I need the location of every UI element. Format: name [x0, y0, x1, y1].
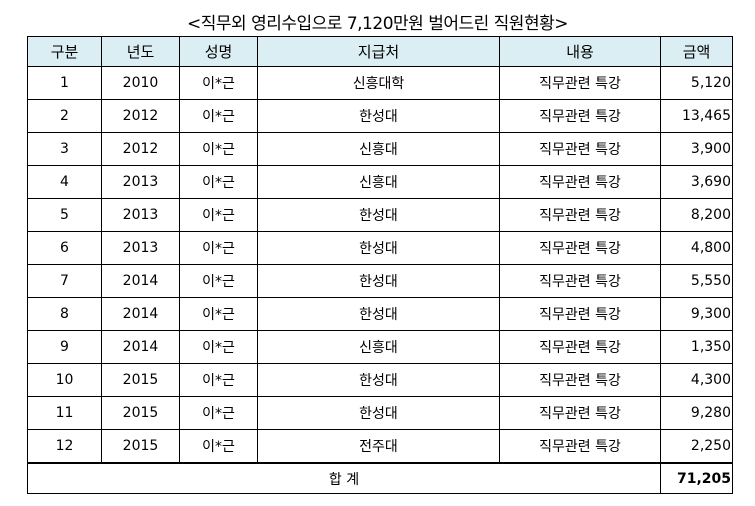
cell-col-no: 2	[27, 99, 102, 133]
table-row: 10 2015 이*근 한성대 직무관련 특강 4,300	[27, 363, 733, 397]
cell-col-year: 2015	[101, 429, 180, 464]
cell-col-payer: 신흥대	[257, 132, 500, 166]
table-row: 4 2013 이*근 신흥대 직무관련 특강 3,690	[27, 165, 733, 199]
header-col-payer: 지급처	[257, 36, 500, 67]
cell-col-content: 직무관련 특강	[499, 396, 661, 430]
cell-col-payer: 한성대	[257, 297, 500, 331]
table-row: 8 2014 이*근 한성대 직무관련 특강 9,300	[27, 297, 733, 331]
table-row: 1 2010 이*근 신흥대학 직무관련 특강 5,120	[27, 66, 733, 100]
cell-col-name: 이*근	[179, 396, 258, 430]
total-amount: 71,205	[660, 462, 733, 494]
cell-col-payer: 신흥대	[257, 165, 500, 199]
cell-col-content: 직무관련 특강	[499, 66, 661, 100]
table-row: 11 2015 이*근 한성대 직무관련 특강 9,280	[27, 396, 733, 430]
cell-col-content: 직무관련 특강	[499, 165, 661, 199]
cell-col-amount: 5,120	[660, 66, 733, 100]
table-row: 7 2014 이*근 한성대 직무관련 특강 5,550	[27, 264, 733, 298]
cell-col-year: 2014	[101, 297, 180, 331]
cell-col-amount: 3,900	[660, 132, 733, 166]
cell-col-payer: 전주대	[257, 429, 500, 464]
table-row: 9 2014 이*근 신흥대 직무관련 특강 1,350	[27, 330, 733, 364]
cell-col-content: 직무관련 특강	[499, 231, 661, 265]
header-col-no: 구분	[27, 36, 102, 67]
cell-col-amount: 4,800	[660, 231, 733, 265]
cell-col-no: 11	[27, 396, 102, 430]
cell-col-content: 직무관련 특강	[499, 297, 661, 331]
total-label: 합 계	[27, 462, 661, 494]
cell-col-year: 2014	[101, 264, 180, 298]
cell-col-amount: 1,350	[660, 330, 733, 364]
cell-col-year: 2013	[101, 165, 180, 199]
cell-col-name: 이*근	[179, 66, 258, 100]
header-col-name: 성명	[179, 36, 258, 67]
cell-col-content: 직무관련 특강	[499, 429, 661, 464]
cell-col-year: 2015	[101, 363, 180, 397]
cell-col-no: 4	[27, 165, 102, 199]
cell-col-name: 이*근	[179, 99, 258, 133]
cell-col-no: 1	[27, 66, 102, 100]
cell-col-no: 7	[27, 264, 102, 298]
cell-col-amount: 8,200	[660, 198, 733, 232]
cell-col-payer: 한성대	[257, 198, 500, 232]
total-row: 합 계 71,205	[27, 462, 733, 494]
cell-col-amount: 3,690	[660, 165, 733, 199]
cell-col-year: 2013	[101, 198, 180, 232]
cell-col-year: 2014	[101, 330, 180, 364]
cell-col-name: 이*근	[179, 264, 258, 298]
table-row: 3 2012 이*근 신흥대 직무관련 특강 3,900	[27, 132, 733, 166]
cell-col-payer: 신흥대학	[257, 66, 500, 100]
cell-col-amount: 13,465	[660, 99, 733, 133]
cell-col-no: 8	[27, 297, 102, 331]
table-row: 5 2013 이*근 한성대 직무관련 특강 8,200	[27, 198, 733, 232]
cell-col-content: 직무관련 특강	[499, 132, 661, 166]
header-col-content: 내용	[499, 36, 661, 67]
cell-col-no: 12	[27, 429, 102, 464]
cell-col-year: 2012	[101, 132, 180, 166]
cell-col-no: 10	[27, 363, 102, 397]
cell-col-name: 이*근	[179, 363, 258, 397]
staff-income-table: 구분 년도 성명 지급처 내용 금액 1 2010 이*근 신흥대학 직무관련 특강 5,120 2 2…	[27, 36, 733, 494]
header-row: 구분 년도 성명 지급처 내용 금액	[27, 36, 733, 67]
cell-col-amount: 9,300	[660, 297, 733, 331]
cell-col-payer: 한성대	[257, 264, 500, 298]
cell-col-content: 직무관련 특강	[499, 99, 661, 133]
cell-col-content: 직무관련 특강	[499, 330, 661, 364]
cell-col-no: 5	[27, 198, 102, 232]
cell-col-year: 2015	[101, 396, 180, 430]
cell-col-payer: 한성대	[257, 231, 500, 265]
cell-col-year: 2010	[101, 66, 180, 100]
cell-col-payer: 한성대	[257, 363, 500, 397]
cell-col-name: 이*근	[179, 297, 258, 331]
cell-col-no: 9	[27, 330, 102, 364]
table-row: 2 2012 이*근 한성대 직무관련 특강 13,465	[27, 99, 733, 133]
cell-col-content: 직무관련 특강	[499, 198, 661, 232]
cell-col-name: 이*근	[179, 330, 258, 364]
cell-col-amount: 5,550	[660, 264, 733, 298]
cell-col-payer: 한성대	[257, 396, 500, 430]
table-row: 12 2015 이*근 전주대 직무관련 특강 2,250	[27, 429, 733, 464]
cell-col-name: 이*근	[179, 198, 258, 232]
cell-col-year: 2013	[101, 231, 180, 265]
header-col-amount: 금액	[660, 36, 733, 67]
cell-col-name: 이*근	[179, 165, 258, 199]
cell-col-content: 직무관련 특강	[499, 363, 661, 397]
cell-col-name: 이*근	[179, 429, 258, 464]
cell-col-year: 2012	[101, 99, 180, 133]
page-title: <직무외 영리수입으로 7,120만원 벌어드린 직원현황>	[187, 14, 568, 34]
cell-col-amount: 4,300	[660, 363, 733, 397]
cell-col-content: 직무관련 특강	[499, 264, 661, 298]
cell-col-no: 6	[27, 231, 102, 265]
header-col-year: 년도	[101, 36, 180, 67]
cell-col-no: 3	[27, 132, 102, 166]
cell-col-name: 이*근	[179, 132, 258, 166]
table-row: 6 2013 이*근 한성대 직무관련 특강 4,800	[27, 231, 733, 265]
cell-col-amount: 2,250	[660, 429, 733, 464]
cell-col-payer: 한성대	[257, 99, 500, 133]
cell-col-amount: 9,280	[660, 396, 733, 430]
cell-col-payer: 신흥대	[257, 330, 500, 364]
cell-col-name: 이*근	[179, 231, 258, 265]
